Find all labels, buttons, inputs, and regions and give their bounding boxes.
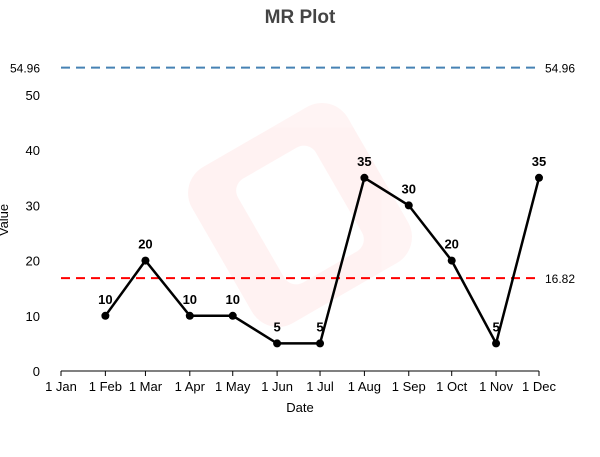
data-label: 10 [183, 292, 197, 307]
data-label: 10 [98, 292, 112, 307]
data-label: 5 [492, 319, 499, 334]
y-tick-label: 0 [33, 364, 40, 379]
data-point [228, 311, 237, 320]
x-tick-label: 1 Apr [175, 379, 206, 394]
y-axis-label: Value [0, 204, 11, 236]
data-point [404, 201, 413, 210]
data-point [535, 173, 543, 182]
data-label: 35 [532, 154, 546, 169]
data-label: 20 [138, 237, 152, 252]
chart-title: MR Plot [265, 7, 336, 28]
x-axis-label: Date [286, 400, 313, 415]
data-label: 10 [226, 292, 240, 307]
x-tick-label: 1 Feb [89, 379, 122, 394]
data-label: 35 [357, 154, 371, 169]
x-tick-label: 1 Mar [129, 379, 163, 394]
data-point [447, 256, 456, 265]
y-tick-label: 30 [26, 198, 40, 213]
y-tick-label: 40 [26, 143, 40, 158]
data-point [492, 339, 501, 348]
watermark [188, 103, 412, 327]
data-point [141, 256, 150, 265]
x-tick-label: 1 Oct [436, 379, 467, 394]
x-tick-label: 1 Jan [45, 379, 77, 394]
data-point [273, 339, 282, 348]
data-label: 5 [273, 319, 280, 334]
y-tick-label: 20 [26, 254, 40, 269]
x-tick-label: 1 Jun [261, 379, 293, 394]
data-point [360, 173, 369, 182]
x-tick-label: 1 Nov [479, 379, 513, 394]
data-label: 20 [444, 237, 458, 252]
reference-label-right: 54.96 [545, 62, 575, 76]
x-tick-label: 1 May [215, 379, 251, 394]
data-point [185, 311, 194, 320]
y-tick-label: 10 [26, 309, 40, 324]
x-tick-label: 1 Jul [306, 379, 334, 394]
data-label: 30 [402, 181, 416, 196]
data-point [101, 311, 110, 320]
reference-label-right: 16.82 [545, 272, 575, 286]
reference-label-left: 54.96 [10, 62, 40, 76]
x-tick-label: 1 Dec [522, 379, 556, 394]
x-tick-label: 1 Sep [392, 379, 426, 394]
x-tick-label: 1 Aug [348, 379, 381, 394]
y-tick-label: 50 [26, 88, 40, 103]
data-label: 5 [316, 319, 323, 334]
data-point [316, 339, 325, 348]
